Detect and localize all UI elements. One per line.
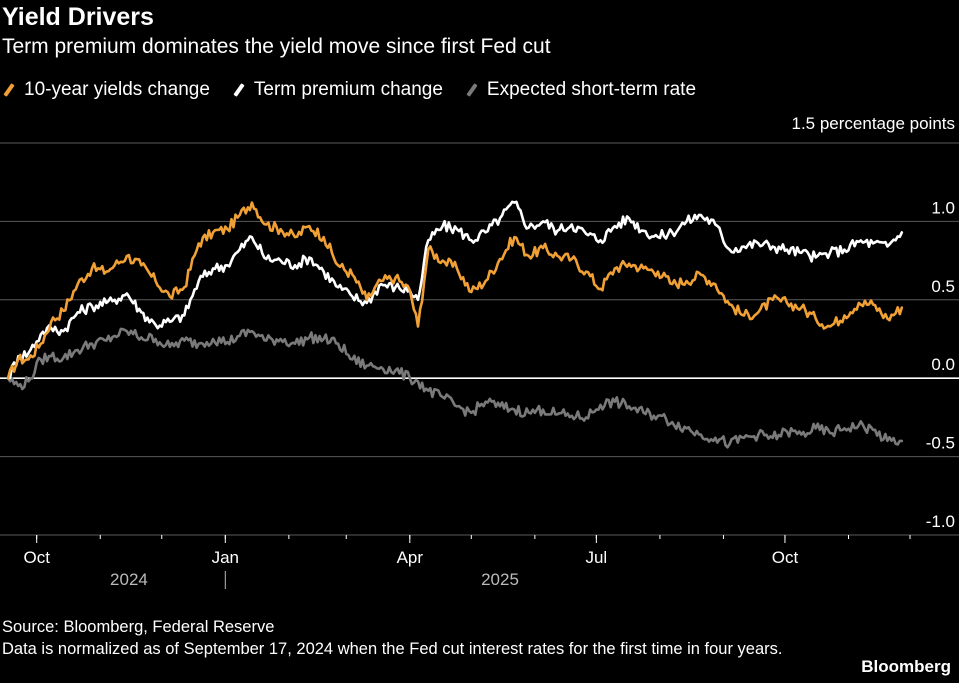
chart-title: Yield Drivers (2, 3, 154, 31)
legend-item-term-premium: Term premium change (232, 78, 443, 102)
x-tick-label: Jan (212, 548, 239, 567)
y-tick-label: -1.0 (926, 512, 955, 531)
methodology-note: Data is normalized as of September 17, 2… (2, 640, 783, 658)
legend-item-short-rate: Expected short-term rate (465, 78, 696, 102)
legend-label-short-rate: Expected short-term rate (486, 79, 697, 100)
y-tick-label: -0.5 (926, 434, 955, 453)
legend: 10-year yields change Term premium chang… (2, 78, 696, 102)
y-axis-unit-label: 1.5 percentage points (791, 114, 955, 133)
series-term-premium-line (6, 200, 904, 380)
legend-label-term-premium: Term premium change (253, 79, 443, 100)
legend-label-yields: 10-year yields change (24, 79, 210, 100)
x-tick-label: Oct (23, 548, 50, 567)
x-tick-label: Oct (772, 548, 799, 567)
series-10y-yields-line (6, 201, 904, 380)
chart-subtitle: Term premium dominates the yield move si… (2, 35, 551, 58)
series-expected-short-rate-line (6, 327, 904, 449)
x-tick-label: Jul (585, 548, 607, 567)
y-tick-label: 1.0 (931, 198, 955, 217)
y-tick-label: 0.5 (931, 277, 955, 296)
source-note: Source: Bloomberg, Federal Reserve (2, 618, 275, 636)
legend-item-yields: 10-year yields change (2, 78, 210, 102)
year-label: 2024 (110, 570, 148, 589)
year-label: 2025 (481, 570, 519, 589)
bloomberg-logo: Bloomberg (861, 657, 951, 676)
y-tick-label: 0.0 (931, 355, 955, 374)
x-tick-label: Apr (397, 548, 424, 567)
